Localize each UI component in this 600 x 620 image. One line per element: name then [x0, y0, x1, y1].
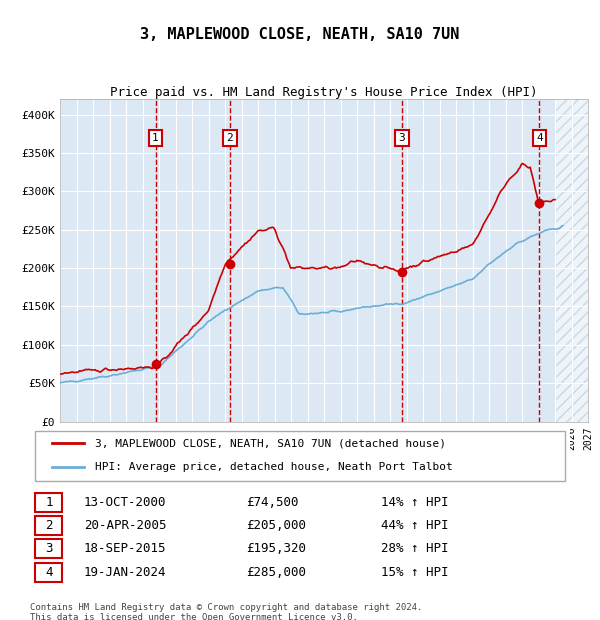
Bar	[555, 99, 588, 422]
Text: Contains HM Land Registry data © Crown copyright and database right 2024.: Contains HM Land Registry data © Crown c…	[30, 603, 422, 612]
Text: 15% ↑ HPI: 15% ↑ HPI	[381, 565, 449, 578]
Text: 28% ↑ HPI: 28% ↑ HPI	[381, 542, 449, 556]
Text: HPI: Average price, detached house, Neath Port Talbot: HPI: Average price, detached house, Neat…	[95, 462, 452, 472]
Text: 3: 3	[45, 542, 53, 556]
Title: Price paid vs. HM Land Registry's House Price Index (HPI): Price paid vs. HM Land Registry's House …	[110, 86, 538, 99]
Text: 18-SEP-2015: 18-SEP-2015	[84, 542, 167, 556]
Text: 20-APR-2005: 20-APR-2005	[84, 520, 167, 532]
Text: 44% ↑ HPI: 44% ↑ HPI	[381, 520, 449, 532]
Text: 19-JAN-2024: 19-JAN-2024	[84, 565, 167, 578]
FancyBboxPatch shape	[35, 493, 62, 512]
FancyBboxPatch shape	[35, 539, 62, 559]
Text: £285,000: £285,000	[246, 565, 306, 578]
Text: 13-OCT-2000: 13-OCT-2000	[84, 496, 167, 509]
FancyBboxPatch shape	[35, 563, 62, 582]
Text: 3, MAPLEWOOD CLOSE, NEATH, SA10 7UN (detached house): 3, MAPLEWOOD CLOSE, NEATH, SA10 7UN (det…	[95, 438, 446, 448]
Text: 1: 1	[45, 496, 53, 509]
FancyBboxPatch shape	[35, 430, 565, 481]
Text: 3: 3	[398, 133, 405, 143]
Text: 4: 4	[45, 565, 53, 578]
FancyBboxPatch shape	[35, 516, 62, 535]
Text: 14% ↑ HPI: 14% ↑ HPI	[381, 496, 449, 509]
Text: 3, MAPLEWOOD CLOSE, NEATH, SA10 7UN: 3, MAPLEWOOD CLOSE, NEATH, SA10 7UN	[140, 27, 460, 42]
Text: £205,000: £205,000	[246, 520, 306, 532]
Text: £195,320: £195,320	[246, 542, 306, 556]
Text: 2: 2	[45, 520, 53, 532]
Text: 4: 4	[536, 133, 542, 143]
Text: 2: 2	[227, 133, 233, 143]
Text: £74,500: £74,500	[246, 496, 299, 509]
Text: This data is licensed under the Open Government Licence v3.0.: This data is licensed under the Open Gov…	[30, 613, 358, 620]
Text: 1: 1	[152, 133, 159, 143]
